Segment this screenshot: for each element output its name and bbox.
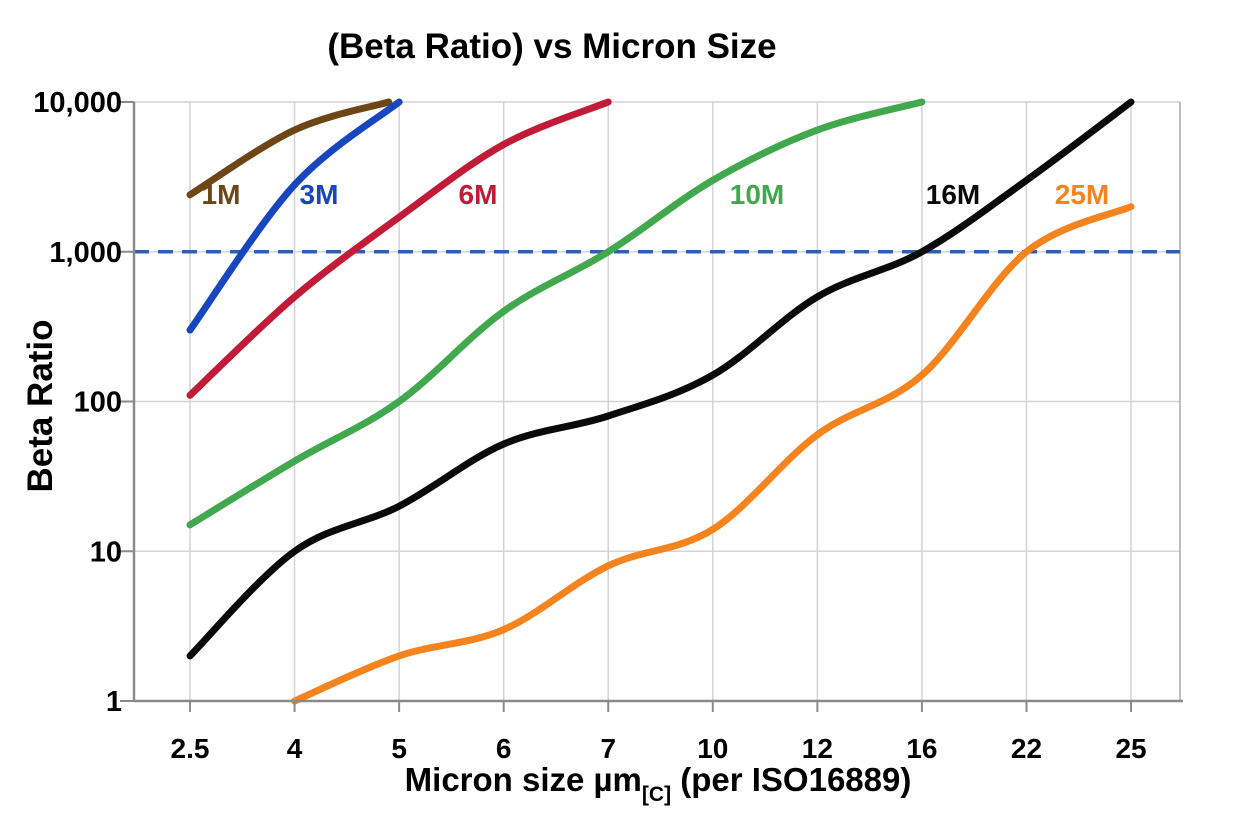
x-tick-label: 6 [496, 733, 512, 764]
y-tick-label: 1 [106, 686, 122, 718]
x-tick-label: 5 [391, 733, 407, 764]
x-tick-label: 10 [697, 733, 728, 764]
x-axis-title-main: Micron size µm [405, 761, 642, 798]
x-tick-label: 7 [600, 733, 616, 764]
x-tick-label: 16 [906, 733, 937, 764]
series-line-3M [186, 98, 403, 334]
y-tick-label: 10 [90, 536, 122, 568]
x-tick-label: 4 [287, 733, 303, 764]
x-axis-title-rest: (per ISO16889) [671, 761, 911, 798]
x-tick-label: 22 [1011, 733, 1042, 764]
series-line-25M [291, 203, 1135, 705]
y-axis-title: Beta Ratio [21, 319, 60, 492]
series-layer [186, 98, 1135, 705]
series-line-6M [186, 98, 612, 399]
series-label-1M: 1M [202, 179, 241, 210]
series-label-layer: 1M 3M 6M 10M 16M 25M [202, 179, 1110, 210]
series-line-10M [186, 98, 926, 529]
x-tick-label: 25 [1115, 733, 1146, 764]
y-tick-label: 10,000 [33, 87, 122, 119]
x-tick-label: 12 [802, 733, 833, 764]
x-axis-title-subscript: [C] [642, 783, 671, 806]
series-line-16M [186, 98, 1135, 660]
series-label-6M: 6M [459, 179, 498, 210]
series-line-1M [186, 98, 393, 199]
chart-title: (Beta Ratio) vs Micron Size [327, 27, 776, 66]
y-tick-label: 1,000 [49, 237, 122, 269]
axis-layer: 2.5 4 5 6 7 10 12 16 22 25 10,000 1,000 100 10 1 [33, 87, 1183, 764]
series-label-25M: 25M [1055, 179, 1109, 210]
series-label-16M: 16M [926, 179, 980, 210]
series-label-10M: 10M [730, 179, 784, 210]
x-axis-title: Micron size µm[C] (per ISO16889) [405, 761, 912, 806]
x-tick-label: 2.5 [171, 733, 210, 764]
series-label-3M: 3M [300, 179, 339, 210]
y-tick-label: 100 [74, 387, 122, 419]
